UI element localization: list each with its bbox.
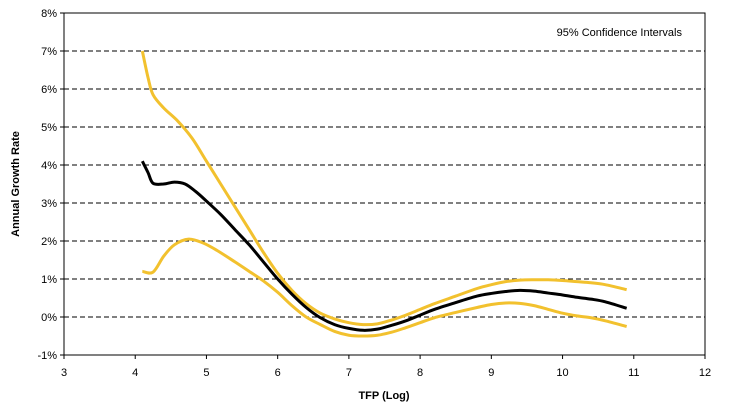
- x-tick-label: 3: [61, 367, 67, 379]
- y-tick-label: 6%: [41, 84, 57, 96]
- x-tick-label: 4: [132, 367, 138, 379]
- x-axis: 3 4 5 6 7 8 9 10 11 12: [61, 355, 711, 379]
- gridlines: [64, 50, 705, 318]
- series-layer: [140, 50, 628, 338]
- y-tick-label: 8%: [41, 8, 57, 20]
- y-tick-label: 7%: [41, 46, 57, 58]
- x-tick-label: 7: [346, 367, 352, 379]
- y-tick-label: 4%: [41, 160, 57, 172]
- annotation: 95% Confidence Intervals: [557, 27, 683, 39]
- confidence-lower-line: [142, 237, 628, 338]
- y-tick-label: 2%: [41, 236, 57, 248]
- confidence-upper-line: [140, 50, 627, 327]
- y-tick-label: 5%: [41, 122, 57, 134]
- x-tick-label: 5: [203, 367, 209, 379]
- x-tick-label: 11: [628, 367, 639, 379]
- estimate-line: [140, 160, 628, 332]
- y-axis: -1% 0% 1% 2% 3% 4% 5% 6% 7% 8%: [37, 8, 64, 362]
- y-tick-label: 1%: [41, 274, 57, 286]
- x-tick-label: 6: [275, 367, 281, 379]
- x-tick-label: 8: [417, 367, 423, 379]
- y-axis-label: Annual Growth Rate: [10, 131, 22, 237]
- x-tick-label: 10: [556, 367, 568, 379]
- plot-frame: [63, 12, 706, 356]
- x-axis-label: TFP (Log): [358, 390, 409, 402]
- x-tick-label: 12: [699, 367, 711, 379]
- y-tick-label: 0%: [41, 312, 57, 324]
- y-tick-label: -1%: [37, 350, 57, 362]
- x-tick-label: 9: [488, 367, 494, 379]
- y-tick-label: 3%: [41, 198, 57, 210]
